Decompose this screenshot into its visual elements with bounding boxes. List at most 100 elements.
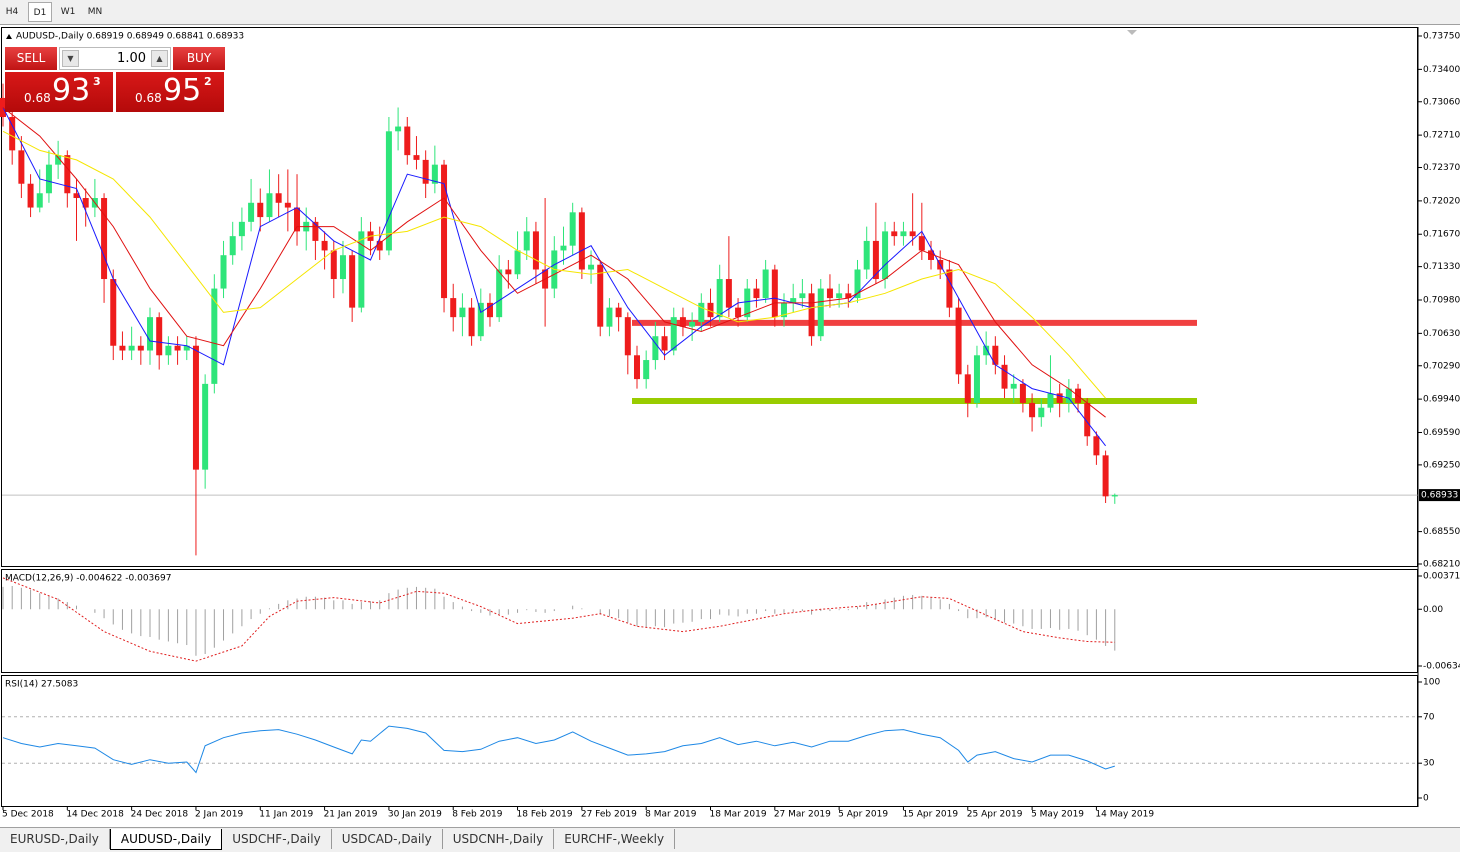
y-tick-label: 30 (1423, 759, 1435, 769)
y-tick-label: 0.71670 (1423, 230, 1460, 240)
candle-body (349, 255, 356, 308)
x-tick-label: 18 Mar 2019 (710, 810, 767, 820)
y-tick-label: 0.68550 (1423, 527, 1460, 537)
chart-tab[interactable]: EURUSD-,Daily (0, 829, 110, 849)
candle-body (496, 269, 503, 318)
x-tick-label: 30 Jan 2019 (388, 810, 442, 820)
candle-body (973, 355, 980, 403)
sell-button[interactable]: SELL (5, 47, 57, 70)
candle-body (73, 193, 80, 199)
timeframe-button[interactable]: H4 (5, 7, 19, 17)
y-tick-label: 0.73060 (1423, 97, 1460, 107)
candle-body (1084, 402, 1091, 437)
price-prefix: 0.68 (135, 91, 162, 105)
candle-body (294, 207, 301, 232)
y-tick-label: 0.72370 (1423, 163, 1460, 173)
chart-tab[interactable]: AUDUSD-,Daily (109, 829, 223, 850)
x-tick-label: 18 Feb 2019 (517, 810, 573, 820)
candle-body (790, 298, 797, 303)
chart-tab[interactable]: USDCNH-,Daily (443, 829, 555, 849)
x-tick-label: 15 Apr 2019 (902, 810, 958, 820)
candle-body (431, 164, 438, 184)
candle-body (1038, 407, 1045, 418)
candle-body (284, 202, 291, 208)
candle-body (826, 288, 833, 299)
candle-body (1111, 495, 1118, 497)
chart-tab[interactable]: USDCAD-,Daily (332, 829, 443, 849)
candle-body (689, 321, 696, 327)
indicator-line (2, 725, 1115, 774)
candle-body (1001, 364, 1008, 389)
y-tick-label: 0.73400 (1423, 65, 1460, 75)
timeframe-button[interactable]: W1 (60, 7, 76, 17)
candle-body (477, 302, 484, 337)
candle-body (643, 360, 650, 380)
y-tick-label: -0.006344 (1423, 662, 1460, 672)
candle-body (661, 336, 668, 351)
lot-down[interactable]: ▼ (62, 50, 79, 67)
buy-button[interactable]: BUY (173, 47, 225, 70)
candle-body (376, 240, 383, 251)
timeframe-button[interactable]: D1 (28, 2, 52, 22)
candle-body (45, 164, 52, 194)
candle-body (147, 317, 154, 351)
candle-body (358, 231, 365, 308)
lot-input[interactable]: ▼ 1.00 ▲ (59, 47, 171, 70)
candle-body (0, 97, 6, 118)
chart-tab[interactable]: EURCHF-,Weekly (554, 829, 676, 849)
x-tick-label: 5 Apr 2019 (838, 810, 888, 820)
candle-body (450, 298, 457, 318)
candle-body (918, 236, 925, 251)
candle-body (817, 288, 824, 337)
candle-body (505, 269, 512, 275)
indicator-line (2, 107, 1106, 447)
indicator-line (2, 577, 1115, 662)
candle-body (1029, 402, 1036, 418)
candle-body (119, 345, 126, 351)
candle-body (266, 193, 273, 218)
lot-value: 1.00 (117, 51, 146, 66)
candle-body (799, 293, 806, 299)
candle-body (679, 317, 686, 327)
candle-body (183, 345, 190, 351)
candle-body (753, 288, 760, 299)
chart-area: 0.73750 0.73400 0.73060 0.72710 0.72370 0.720… (0, 27, 1460, 820)
main-panel (1, 27, 1418, 567)
y-tick-label: 0.70290 (1423, 361, 1460, 371)
candle-body (82, 198, 89, 208)
candle-body (909, 231, 916, 237)
candle-body (854, 269, 861, 299)
candle-body (624, 317, 631, 356)
candle-body (928, 250, 935, 260)
candle-body (468, 307, 475, 337)
x-tick-label: 8 Feb 2019 (452, 810, 503, 820)
chart-tab[interactable]: USDCHF-,Daily (222, 829, 332, 849)
x-tick-label: 8 Mar 2019 (645, 810, 697, 820)
candle-body (211, 288, 218, 384)
price-point: 3 (93, 75, 101, 88)
lot-up[interactable]: ▲ (151, 50, 168, 67)
candle-body (321, 240, 328, 251)
price-point: 2 (204, 75, 212, 88)
timeframe-button[interactable]: MN (87, 7, 103, 17)
candle-body (110, 279, 117, 346)
buy-price[interactable]: 0.68 95 2 (116, 72, 224, 112)
candle-body (588, 264, 595, 270)
candle-body (1102, 455, 1109, 497)
y-tick-label: 0.71330 (1423, 262, 1460, 272)
x-tick-label: 25 Apr 2019 (967, 810, 1023, 820)
rsi-title: RSI(14) 27.5083 (5, 680, 78, 690)
current-price-label: 0.68933 (1421, 491, 1458, 501)
candle-body (413, 155, 420, 160)
candle-body (633, 355, 640, 380)
candle-body (652, 336, 659, 361)
candle-body (569, 212, 576, 246)
candle-body (404, 126, 411, 156)
sell-price[interactable]: 0.68 93 3 (5, 72, 113, 112)
y-tick-label: 0 (1423, 794, 1429, 804)
candle-body (441, 164, 448, 299)
y-tick-label: 70 (1423, 712, 1435, 722)
y-tick-label: 0.68210 (1423, 560, 1460, 570)
